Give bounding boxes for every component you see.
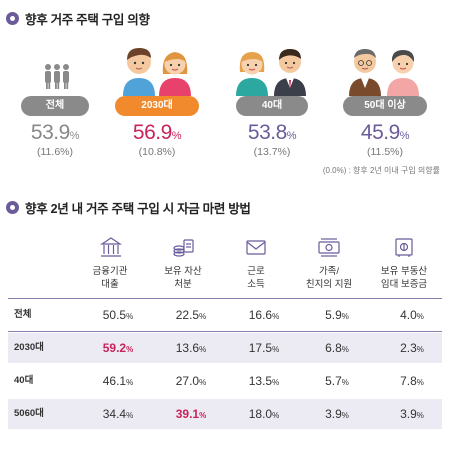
table-row: 2030대 59.2% 13.6% 17.5% 6.8% 2.3%: [8, 333, 442, 363]
section-title-funding: 향후 2년 내 거주 주택 구입 시 자금 마련 방법: [6, 198, 251, 217]
table-cell: 22.5%: [175, 308, 207, 322]
couple-young-icon: [102, 38, 212, 96]
group-percentage: 56.9%: [132, 121, 182, 144]
group-label-pill: 40대: [236, 96, 308, 116]
age-groups: 전체 53.9% (11.6%) 2030대 56.9%: [0, 38, 450, 158]
column-header: 보유 부동산 임대 보증금: [380, 266, 428, 290]
row-label: 전체: [14, 309, 32, 320]
table-cell: 3.9%: [325, 407, 349, 421]
table-cell: 27.0%: [175, 374, 207, 388]
couple-middle-icon: [217, 38, 327, 96]
row-label: 40대: [14, 375, 34, 386]
table-cell: 18.0%: [248, 407, 280, 421]
table-row: 5060대 34.4% 39.1% 18.0% 3.9% 3.9%: [8, 399, 442, 429]
group-label-pill: 2030대: [115, 96, 199, 116]
table-cell: 4.0%: [400, 308, 424, 322]
table-cell: 5.7%: [325, 374, 349, 388]
couple-senior-icon: [330, 38, 440, 96]
group-label-pill: 전체: [21, 96, 89, 116]
table-cell: 13.6%: [175, 341, 207, 355]
table-cell: 3.9%: [400, 407, 424, 421]
table-row: 40대 46.1% 27.0% 13.5% 5.7% 7.8%: [8, 366, 442, 396]
table-cell: 6.8%: [325, 341, 349, 355]
salary-envelope-icon: [246, 240, 266, 255]
group-sub-percentage: (10.8%): [138, 146, 176, 158]
table-cell: 13.5%: [248, 374, 280, 388]
table-cell: 2.3%: [400, 341, 424, 355]
bank-icon: [100, 237, 122, 257]
section-title-intent: 향후 거주 주택 구입 의향: [6, 9, 150, 28]
table-row: 전체 50.5% 22.5% 16.6% 5.9% 4.0%: [8, 300, 442, 330]
safe-icon: [395, 238, 413, 257]
group-label-pill: 50대 이상: [343, 96, 427, 116]
row-label: 2030대: [14, 342, 44, 353]
table-cell: 16.6%: [248, 308, 280, 322]
group-sub-percentage: (11.6%): [37, 146, 73, 158]
column-header: 금융기관 대출: [92, 266, 128, 290]
group-percentage: 45.9%: [360, 121, 410, 144]
footnote: (0.0%) : 향후 2년 이내 구입 의향률: [322, 166, 440, 175]
table-top-rule: [8, 298, 442, 299]
group-sub-percentage: (13.7%): [253, 146, 291, 158]
row-divider: [8, 331, 442, 332]
group-percentage: 53.9%: [30, 121, 80, 144]
column-header: 근로 소득: [247, 266, 265, 290]
table-cell-highlight: 59.2%: [102, 341, 134, 355]
table-cell: 5.9%: [325, 308, 349, 322]
group-total: 전체 53.9% (11.6%): [0, 38, 110, 158]
table-cell: 50.5%: [102, 308, 134, 322]
column-icons: [0, 236, 450, 266]
column-header: 가족/친지의 지원: [305, 266, 353, 290]
people-crowd-icon: [0, 38, 110, 96]
table-cell: 34.4%: [102, 407, 134, 421]
table-cell: 17.5%: [248, 341, 280, 355]
bullet-icon: [6, 201, 19, 214]
group-40s: 40대 53.8% (13.7%): [217, 38, 327, 158]
group-sub-percentage: (11.5%): [367, 146, 403, 158]
group-50s-plus: 50대 이상 45.9% (11.5%): [330, 38, 440, 158]
bullet-icon: [6, 12, 19, 25]
table-cell: 7.8%: [400, 374, 424, 388]
table-cell-highlight: 39.1%: [175, 407, 207, 421]
column-header: 보유 자산 처분: [164, 266, 202, 290]
row-label: 5060대: [14, 408, 44, 419]
coins-icon: [173, 239, 194, 257]
cash-icon: [318, 238, 340, 257]
group-percentage: 53.8%: [247, 121, 297, 144]
table-cell: 46.1%: [102, 374, 134, 388]
group-2030: 2030대 56.9% (10.8%): [102, 38, 212, 158]
